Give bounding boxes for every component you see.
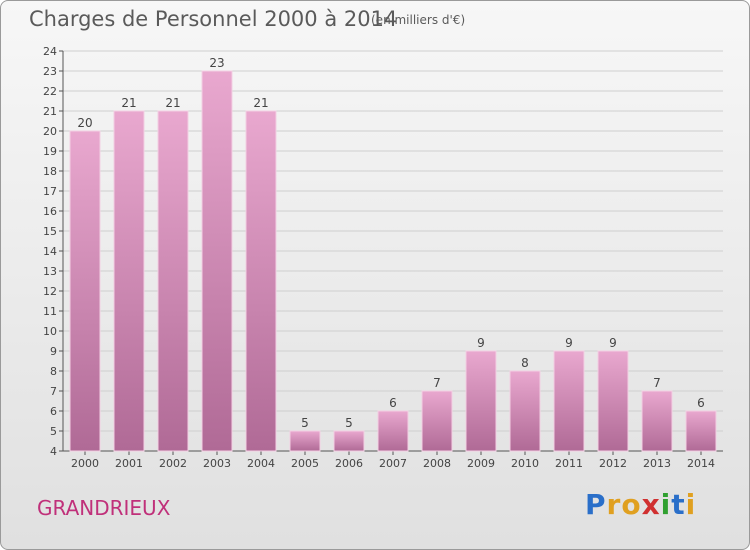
bar-value-label: 21 bbox=[165, 96, 180, 110]
bar bbox=[69, 130, 101, 452]
bar-value-label: 5 bbox=[345, 416, 353, 430]
bar-value-label: 9 bbox=[565, 336, 573, 350]
bar bbox=[641, 390, 673, 452]
x-tick-label: 2010 bbox=[511, 457, 539, 470]
y-tick-label: 11 bbox=[43, 305, 57, 318]
x-tick-label: 2012 bbox=[599, 457, 627, 470]
bar bbox=[553, 350, 585, 452]
bars bbox=[69, 70, 717, 452]
bar bbox=[509, 370, 541, 452]
chart-title: Charges de Personnel 2000 à 2014 bbox=[29, 7, 398, 31]
logo-letter: P bbox=[585, 488, 607, 521]
y-tick-label: 22 bbox=[43, 85, 57, 98]
y-tick-label: 23 bbox=[43, 65, 57, 78]
y-tick-label: 19 bbox=[43, 145, 57, 158]
y-tick-label: 17 bbox=[43, 185, 57, 198]
x-tick-label: 2011 bbox=[555, 457, 583, 470]
logo-letter: o bbox=[621, 488, 642, 521]
y-tick-label: 21 bbox=[43, 105, 57, 118]
x-tick-label: 2006 bbox=[335, 457, 363, 470]
bar-value-label: 21 bbox=[253, 96, 268, 110]
x-tick-label: 2001 bbox=[115, 457, 143, 470]
bar-value-label: 8 bbox=[521, 356, 529, 370]
bar-value-label: 9 bbox=[609, 336, 617, 350]
x-tick-label: 2007 bbox=[379, 457, 407, 470]
bar bbox=[201, 70, 233, 452]
bar-value-label: 9 bbox=[477, 336, 485, 350]
bar-value-label: 6 bbox=[389, 396, 397, 410]
y-tick-label: 4 bbox=[50, 445, 57, 458]
y-tick-label: 8 bbox=[50, 365, 57, 378]
y-tick-label: 9 bbox=[50, 345, 57, 358]
x-tick-label: 2004 bbox=[247, 457, 275, 470]
x-tick-label: 2003 bbox=[203, 457, 231, 470]
y-tick-label: 24 bbox=[43, 45, 57, 58]
y-tick-label: 14 bbox=[43, 245, 57, 258]
x-tick-label: 2013 bbox=[643, 457, 671, 470]
x-tick-label: 2002 bbox=[159, 457, 187, 470]
y-tick-label: 16 bbox=[43, 205, 57, 218]
bar-value-label: 20 bbox=[77, 116, 92, 130]
x-tick-label: 2014 bbox=[687, 457, 715, 470]
logo-letter: i bbox=[660, 488, 672, 521]
place-name: GRANDRIEUX bbox=[37, 496, 171, 520]
chart-subtitle: (en milliers d'€) bbox=[371, 13, 466, 27]
y-tick-label: 12 bbox=[43, 285, 57, 298]
bar-value-label: 7 bbox=[653, 376, 661, 390]
bar bbox=[157, 110, 189, 452]
bar-value-label: 7 bbox=[433, 376, 441, 390]
logo-letter: t bbox=[671, 488, 686, 521]
bar bbox=[377, 410, 409, 452]
proxiti-logo[interactable]: Proxiti bbox=[585, 488, 696, 521]
x-tick-label: 2000 bbox=[71, 457, 99, 470]
bar bbox=[421, 390, 453, 452]
y-tick-label: 10 bbox=[43, 325, 57, 338]
y-tick-label: 15 bbox=[43, 225, 57, 238]
y-tick-label: 7 bbox=[50, 385, 57, 398]
bar bbox=[289, 430, 321, 452]
bar bbox=[685, 410, 717, 452]
bar-value-label: 6 bbox=[697, 396, 705, 410]
logo-letter: i bbox=[685, 488, 697, 521]
y-tick-label: 18 bbox=[43, 165, 57, 178]
x-tick-label: 2005 bbox=[291, 457, 319, 470]
labels: 4 5 6 7 8 9 10 11 12 13 14 15 16 17 18 19 20 21 22 23 24 20 20… bbox=[43, 45, 715, 470]
logo-letter: x bbox=[641, 488, 661, 521]
y-tick-label: 5 bbox=[50, 425, 57, 438]
x-tick-label: 2008 bbox=[423, 457, 451, 470]
bar-value-label: 5 bbox=[301, 416, 309, 430]
bar-value-label: 21 bbox=[121, 96, 136, 110]
logo-letter: r bbox=[606, 488, 622, 521]
y-tick-label: 20 bbox=[43, 125, 57, 138]
bar bbox=[245, 110, 277, 452]
bar bbox=[597, 350, 629, 452]
bar bbox=[113, 110, 145, 452]
bar bbox=[465, 350, 497, 452]
bar-value-label: 23 bbox=[209, 56, 224, 70]
y-tick-label: 6 bbox=[50, 405, 57, 418]
y-tick-label: 13 bbox=[43, 265, 57, 278]
bar bbox=[333, 430, 365, 452]
x-tick-label: 2009 bbox=[467, 457, 495, 470]
